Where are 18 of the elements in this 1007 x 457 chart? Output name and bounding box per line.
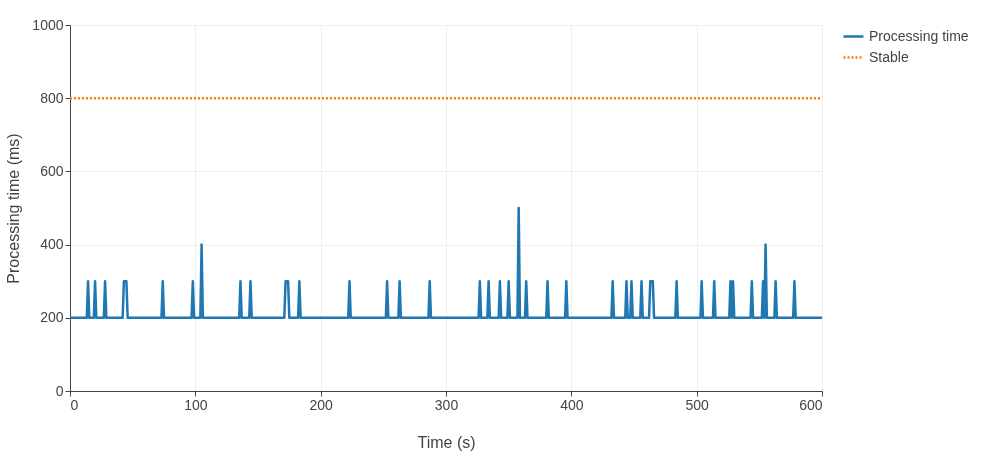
x-axis-title: Time (s) <box>417 433 476 451</box>
y-tick-label: 600 <box>40 162 64 179</box>
x-tick-label: 500 <box>685 396 710 413</box>
y-tick-label: 200 <box>40 309 64 326</box>
x-tick-label: 0 <box>70 396 79 413</box>
legend-label: Processing time <box>869 27 969 44</box>
x-tick-label: 300 <box>434 396 459 413</box>
x-tick-label: 200 <box>309 396 334 413</box>
x-tick-label: 100 <box>184 396 208 413</box>
y-tick-label: 800 <box>40 89 64 106</box>
x-tick-label: 600 <box>799 396 823 413</box>
x-tick-label: 400 <box>560 396 584 413</box>
legend-label: Stable <box>869 48 909 65</box>
y-tick-label: 0 <box>55 382 64 399</box>
y-axis-title: Processing time (ms) <box>5 133 23 284</box>
y-tick-label: 400 <box>40 236 64 253</box>
line-series <box>68 206 824 320</box>
y-tick-label: 1000 <box>32 16 64 33</box>
